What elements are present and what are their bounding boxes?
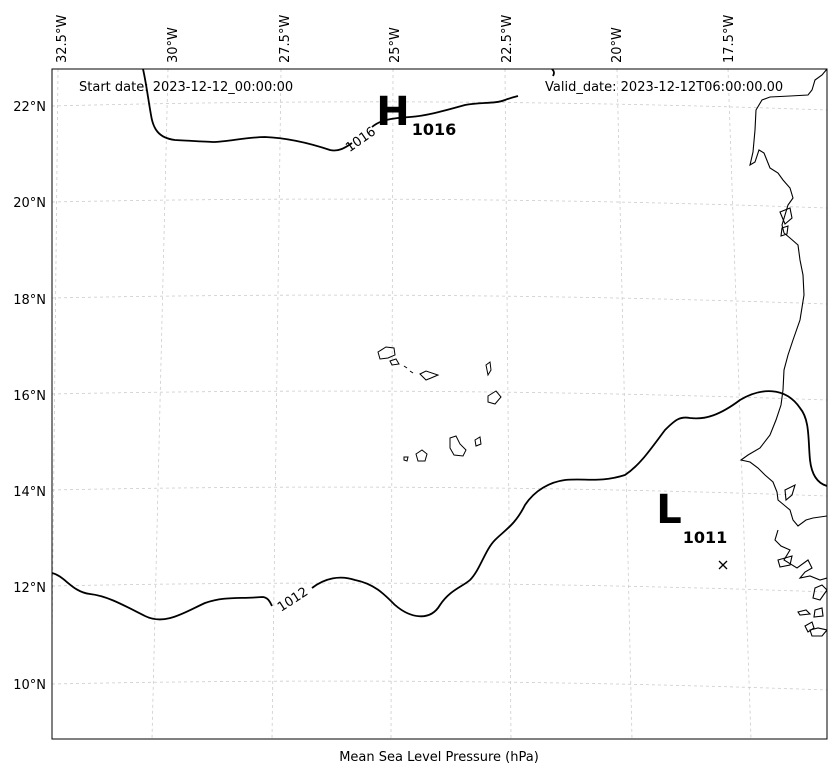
lon-label: 22.5°W	[500, 15, 515, 63]
coastlines	[739, 69, 827, 637]
map-frame	[51, 68, 828, 740]
isobar-1016	[142, 69, 555, 152]
map-xlabel: Mean Sea Level Pressure (hPa)	[339, 750, 539, 765]
lat-label: 14°N	[13, 485, 46, 500]
lon-label: 17.5°W	[722, 15, 737, 63]
lon-label: 32.5°W	[55, 15, 70, 63]
low-pressure-symbol: L	[656, 487, 682, 533]
low-center-marker	[718, 560, 728, 570]
lon-label: 20°W	[610, 27, 625, 63]
longitude-labels: 32.5°W 30°W 27.5°W 25°W 22.5°W 20°W 17.5…	[55, 15, 737, 63]
lat-label: 18°N	[13, 293, 46, 308]
low-pressure-value: 1011	[683, 528, 728, 547]
isobar-1012	[52, 390, 827, 621]
lat-label: 12°N	[13, 581, 46, 596]
high-pressure-symbol: H	[376, 89, 409, 135]
latitude-labels: 22°N 20°N 18°N 16°N 14°N 12°N 10°N	[13, 100, 46, 693]
cape-verde-islands	[377, 346, 502, 462]
valid-date-label: Valid_date: 2023-12-12T06:00:00.00	[545, 80, 783, 95]
lat-label: 22°N	[13, 100, 46, 115]
lat-label: 16°N	[13, 389, 46, 404]
lat-label: 10°N	[13, 678, 46, 693]
isobar-label-1012: 1012	[275, 585, 311, 616]
isobar-label-1016: 1016	[343, 124, 379, 155]
lon-label: 30°W	[166, 27, 181, 63]
high-pressure-value: 1016	[412, 120, 457, 139]
lon-label: 27.5°W	[278, 15, 293, 63]
lat-label: 20°N	[13, 196, 46, 211]
start-date-label: Start date: 2023-12-12_00:00:00	[79, 80, 293, 95]
africa-coastline	[739, 69, 827, 527]
lon-label: 25°W	[388, 27, 403, 63]
pressure-centers: H 1016 L 1011	[376, 89, 728, 570]
graticule	[52, 69, 827, 739]
